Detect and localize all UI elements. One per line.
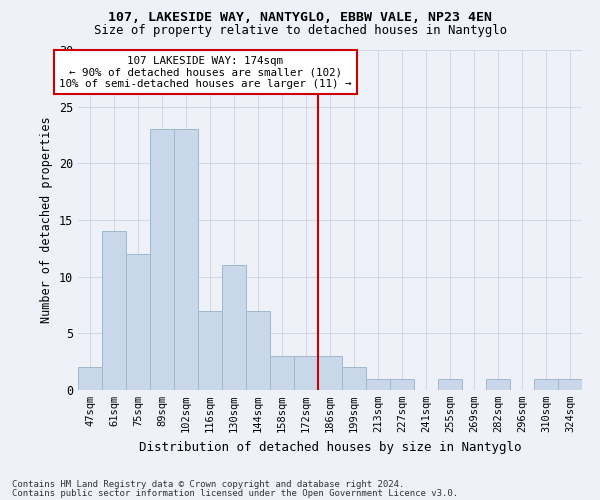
Text: 107 LAKESIDE WAY: 174sqm
← 90% of detached houses are smaller (102)
10% of semi-: 107 LAKESIDE WAY: 174sqm ← 90% of detach…: [59, 56, 352, 89]
Bar: [174, 130, 198, 390]
X-axis label: Distribution of detached houses by size in Nantyglo: Distribution of detached houses by size …: [139, 440, 521, 454]
Bar: [270, 356, 294, 390]
Bar: [366, 378, 390, 390]
Text: 107, LAKESIDE WAY, NANTYGLO, EBBW VALE, NP23 4EN: 107, LAKESIDE WAY, NANTYGLO, EBBW VALE, …: [108, 11, 492, 24]
Bar: [486, 378, 510, 390]
Bar: [102, 232, 126, 390]
Bar: [126, 254, 150, 390]
Bar: [294, 356, 318, 390]
Bar: [222, 266, 246, 390]
Text: Contains HM Land Registry data © Crown copyright and database right 2024.: Contains HM Land Registry data © Crown c…: [12, 480, 404, 489]
Text: Size of property relative to detached houses in Nantyglo: Size of property relative to detached ho…: [94, 24, 506, 37]
Bar: [438, 378, 462, 390]
Bar: [534, 378, 558, 390]
Bar: [246, 310, 270, 390]
Bar: [390, 378, 414, 390]
Bar: [342, 368, 366, 390]
Bar: [558, 378, 582, 390]
Bar: [198, 310, 222, 390]
Bar: [78, 368, 102, 390]
Bar: [150, 130, 174, 390]
Y-axis label: Number of detached properties: Number of detached properties: [40, 116, 53, 324]
Bar: [318, 356, 342, 390]
Text: Contains public sector information licensed under the Open Government Licence v3: Contains public sector information licen…: [12, 488, 458, 498]
